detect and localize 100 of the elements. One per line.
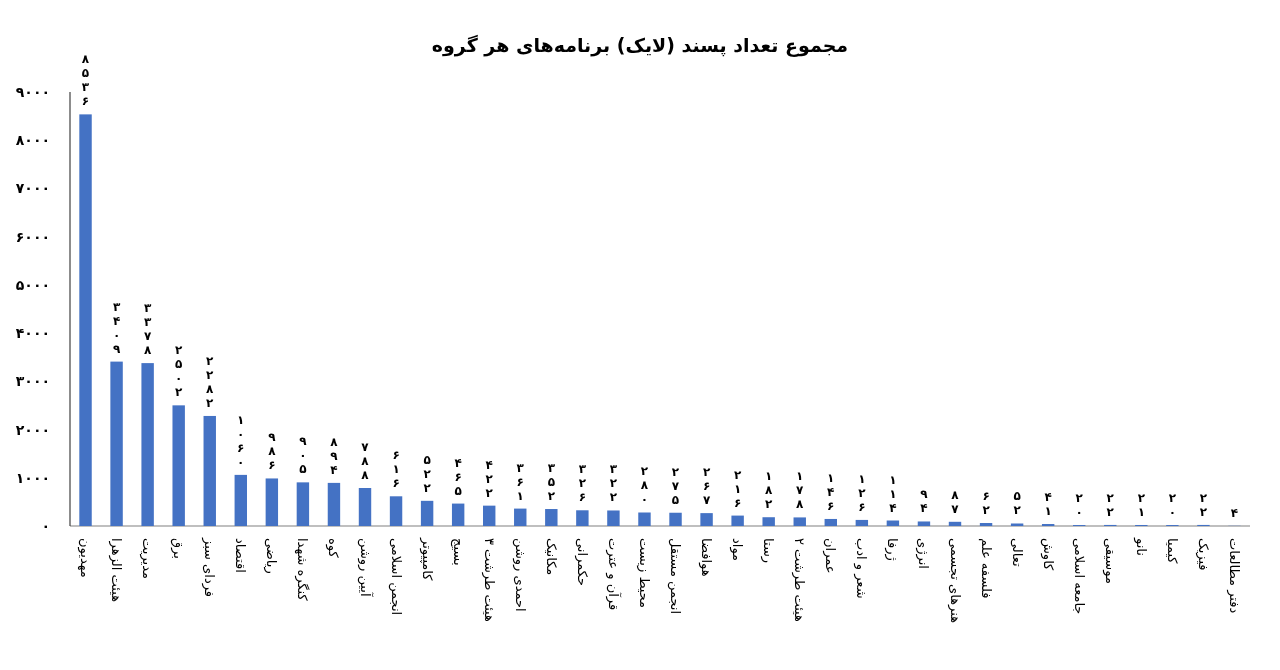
x-tick-label: کنگره شهدا — [294, 538, 311, 602]
y-tick-label: ۳۰۰۰ — [15, 373, 50, 390]
x-tick-label: رستا — [760, 538, 777, 564]
data-label: ۸۹۴ — [326, 434, 341, 477]
bar — [824, 518, 837, 526]
x-tick-label: انجمن اسلامی — [387, 538, 404, 616]
data-label: ۳۳۷۸ — [140, 301, 155, 358]
x-tick-label: فلسفه علم — [977, 538, 994, 599]
x-tick-label: انجمن مستقل — [667, 538, 684, 615]
x-tick-label: بسیج — [449, 538, 466, 566]
x-tick-label: جامعه اسلامی — [1071, 538, 1087, 615]
data-label: ۲۲۸۲ — [202, 353, 217, 410]
bar — [141, 363, 154, 526]
bar — [265, 478, 279, 526]
y-tick-label: ۰ — [41, 518, 50, 534]
bar — [731, 515, 744, 526]
bar — [607, 510, 620, 526]
x-tick-label: شعر و ادب — [853, 538, 870, 599]
bar — [110, 361, 123, 526]
data-label: ۳۲۶ — [575, 462, 590, 505]
data-label: ۳۶۱ — [513, 460, 528, 503]
bar — [638, 512, 651, 526]
bar — [948, 521, 962, 526]
bar — [576, 510, 589, 526]
bar — [358, 488, 372, 526]
x-tick-label: هنرهای تجسمی — [946, 538, 963, 624]
x-tick-label: آیین روشن — [356, 538, 374, 598]
x-tick-label: کوه — [325, 538, 342, 559]
x-tick-label: مواد — [729, 538, 746, 562]
data-label: ۷۸۸ — [358, 440, 372, 482]
data-label: ۳۲۲ — [606, 462, 621, 505]
data-label: ۲۱۶ — [730, 467, 745, 510]
x-tick-label: فیزیک — [1194, 538, 1211, 571]
data-label: ۲۶۷ — [699, 465, 714, 508]
data-label: ۵۲ — [1010, 489, 1025, 518]
bar — [172, 405, 185, 526]
x-tick-label: تعالی — [1009, 538, 1025, 568]
x-tick-label: کاوش — [1039, 538, 1056, 572]
bar — [79, 114, 92, 526]
data-label: ۵۲۲ — [420, 452, 435, 495]
bar — [762, 517, 775, 526]
data-label: ۳۴۰۹ — [109, 299, 124, 356]
data-label: ۳۵۲ — [544, 461, 559, 504]
x-tick-label: ژرفا — [884, 538, 901, 561]
data-label: ۸۵۳۶ — [78, 52, 93, 109]
y-tick-label: ۹۰۰۰ — [15, 84, 50, 100]
bar — [451, 503, 465, 526]
data-label: ۴۱ — [1041, 490, 1056, 519]
x-tick-label: اقتصاد — [233, 538, 249, 573]
data-label: ۱۴۶ — [823, 470, 838, 513]
x-tick-label: عمران — [822, 538, 839, 574]
data-label: ۲۸۰ — [637, 464, 652, 507]
x-tick-label: مهدیون — [77, 538, 94, 578]
bar — [483, 505, 496, 526]
bar — [203, 415, 216, 526]
data-label: ۱۷۸ — [792, 469, 807, 512]
bar — [545, 509, 558, 526]
bar — [514, 508, 527, 526]
x-tick-label: هوافضا — [698, 538, 715, 577]
bar — [669, 512, 682, 526]
x-tick-label: فردای سبز — [201, 537, 218, 598]
x-tick-label: موسیقی — [1101, 538, 1118, 584]
bar — [327, 482, 341, 526]
data-label: ۲۰ — [1165, 491, 1180, 520]
data-label: ۹۴ — [916, 487, 931, 516]
bar — [296, 482, 310, 526]
x-tick-label: مدیریت — [139, 538, 156, 579]
data-label: ۲۵۰۲ — [171, 343, 186, 400]
data-label: ۲۲ — [1103, 490, 1118, 519]
bar — [1010, 523, 1024, 526]
data-label: ۲۰ — [1072, 491, 1087, 520]
x-tick-label: دفتر مطالعات — [1225, 538, 1242, 614]
data-label: ۶۱۶ — [389, 448, 404, 491]
y-tick-label: ۱۰۰۰ — [15, 469, 50, 486]
chart-title: مجموع تعداد پسند (لایک) برنامه‌های هر گروه — [431, 34, 849, 57]
x-tick-label: مکانیک — [543, 538, 559, 576]
x-tick-label: برق — [170, 538, 187, 559]
x-tick-label: هیئت طرشت ۲ — [791, 538, 808, 623]
x-tick-label: حکمرانی — [573, 538, 590, 586]
data-label: ۱۲۶ — [854, 471, 869, 514]
y-tick-label: ۵۰۰۰ — [15, 276, 50, 293]
x-tick-label: هیئت طرشت ۳ — [480, 538, 497, 623]
data-label: ۴۶۵ — [451, 455, 466, 498]
data-label: ۴۲۲ — [482, 457, 497, 500]
bar — [234, 474, 247, 526]
data-label: ۲۲ — [1196, 490, 1211, 519]
y-tick-label: ۸۰۰۰ — [15, 132, 50, 149]
bar — [855, 519, 869, 526]
data-label: ۶۲ — [979, 489, 994, 518]
bar — [389, 496, 403, 526]
bar — [420, 500, 434, 526]
y-tick-label: ۶۰۰۰ — [15, 228, 50, 245]
x-tick-label: انرژی — [915, 538, 932, 569]
bar — [700, 513, 713, 526]
y-tick-label: ۷۰۰۰ — [15, 180, 50, 197]
x-tick-label: قرآن و عترت — [604, 538, 622, 611]
x-tick-label: کیمیا — [1164, 538, 1180, 565]
bar — [793, 517, 806, 526]
y-tick-label: ۲۰۰۰ — [15, 421, 50, 438]
bar — [917, 521, 931, 526]
